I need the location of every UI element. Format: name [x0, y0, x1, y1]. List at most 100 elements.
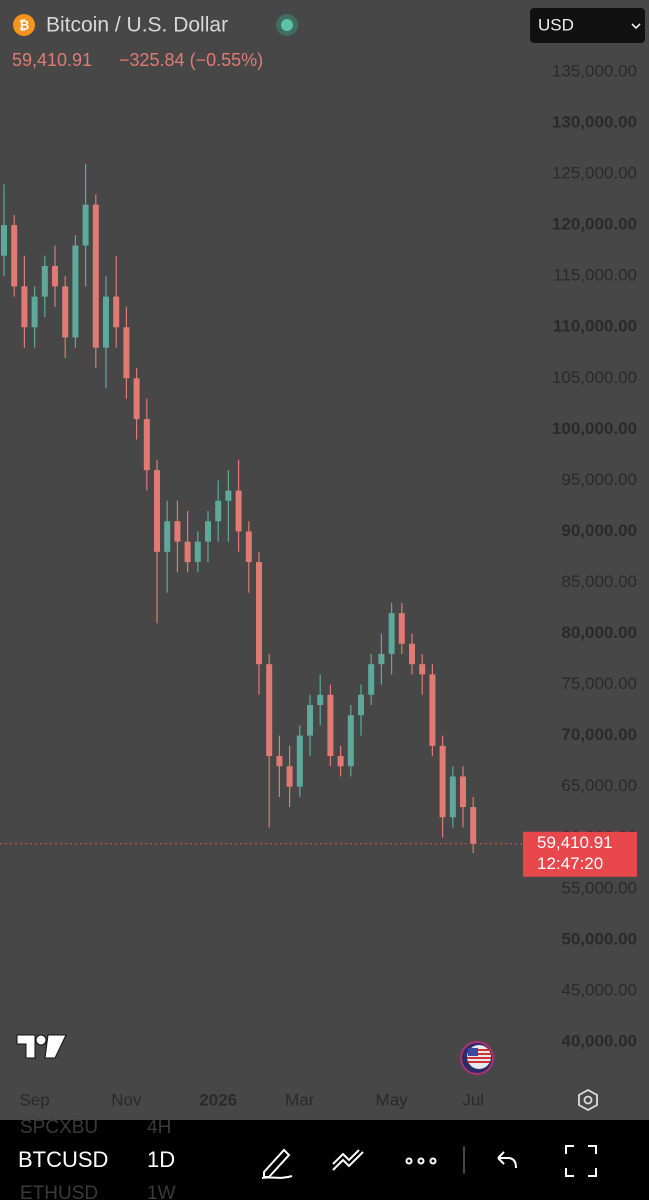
y-tick-label: 85,000.00 — [561, 572, 637, 591]
flag-icon[interactable] — [460, 1041, 494, 1075]
candle-body — [52, 265, 58, 287]
y-tick-label: 45,000.00 — [561, 980, 637, 999]
y-tick-label: 70,000.00 — [561, 725, 637, 744]
y-tick-label: 40,000.00 — [561, 1031, 637, 1050]
price-change: −325.84 (−0.55%) — [119, 50, 263, 70]
fullscreen-icon[interactable] — [565, 1145, 597, 1177]
settings-icon[interactable] — [578, 1088, 598, 1112]
candle-body — [215, 500, 222, 522]
candle-body — [296, 735, 303, 787]
candle-body — [92, 204, 99, 348]
candle-body — [256, 562, 262, 665]
y-tick-label: 110,000.00 — [553, 317, 637, 336]
y-tick-label: 65,000.00 — [561, 776, 637, 795]
symbol-title: Bitcoin / U.S. Dollar — [46, 14, 228, 37]
symbol-button[interactable]: BTCUSD — [18, 1147, 108, 1172]
candle-body — [225, 490, 232, 501]
y-tick-label: 100,000.00 — [552, 419, 637, 438]
candle-body — [419, 664, 426, 675]
y-tick-label: 105,000.00 — [552, 368, 637, 387]
y-tick-label: 130,000.00 — [552, 113, 637, 132]
tv-logo — [16, 1034, 67, 1059]
candle-body — [460, 776, 466, 808]
candle-body — [358, 694, 364, 716]
y-tick-label: 90,000.00 — [561, 521, 637, 540]
candle-body — [21, 286, 28, 328]
candle-body — [184, 541, 191, 563]
candle-body — [123, 327, 130, 379]
y-tick-label: 120,000.00 — [552, 215, 637, 234]
candle-body — [41, 265, 48, 297]
y-tick-label: 75,000.00 — [561, 674, 637, 693]
btc-icon-glyph: ₿ — [19, 17, 30, 32]
x-tick-label: Nov — [111, 1090, 142, 1109]
candle-body — [143, 419, 150, 471]
last-price: 59,410.91 — [12, 50, 92, 70]
candle-body — [62, 286, 69, 338]
currency-label: USD — [538, 15, 574, 34]
candle-body — [378, 653, 385, 665]
candle-body — [429, 674, 436, 746]
candle-body — [276, 756, 283, 767]
indicators-icon[interactable] — [332, 1149, 364, 1171]
candle-body — [398, 613, 405, 644]
candle-body — [82, 204, 89, 246]
candle-body — [368, 664, 375, 695]
y-tick-label: 95,000.00 — [561, 470, 637, 489]
toolbar — [0, 1120, 649, 1200]
y-tick-label: 55,000.00 — [561, 878, 637, 897]
candle-body — [327, 694, 334, 757]
x-tick-label: Mar — [285, 1090, 315, 1109]
candle-body — [409, 643, 415, 665]
price-tag-label: 59,410.91 — [537, 833, 613, 852]
time-axis-bg — [0, 1085, 649, 1120]
more-icon[interactable] — [417, 1157, 425, 1165]
candle-body — [439, 745, 446, 818]
candle-body — [388, 613, 395, 654]
candle-body — [103, 296, 109, 348]
candle-body — [235, 490, 242, 532]
x-tick-label: Sep — [19, 1090, 49, 1109]
dropdown-arrow — [631, 23, 641, 30]
candle-body — [154, 470, 160, 552]
candle-body — [347, 715, 354, 767]
draw-icon[interactable] — [261, 1148, 293, 1179]
candle-body — [72, 245, 79, 338]
candle-body — [307, 704, 313, 736]
undo-icon[interactable] — [497, 1151, 517, 1169]
y-tick-label: 135,000.00 — [552, 61, 637, 80]
currency-select[interactable] — [530, 8, 645, 43]
status-dot — [281, 19, 293, 31]
x-tick-label: May — [376, 1090, 409, 1109]
behind-symbol: ETHUSD — [20, 1183, 98, 1200]
candle-body — [113, 296, 120, 328]
interval-button[interactable]: 1D — [147, 1147, 175, 1172]
toolbar-icons — [261, 1145, 597, 1179]
candle-body — [449, 776, 456, 818]
candle-body — [205, 521, 211, 542]
candle-body — [1, 225, 7, 256]
price-tag — [523, 831, 637, 877]
candle-body — [133, 378, 140, 420]
candle-body — [174, 521, 181, 542]
x-tick-label: Jul — [462, 1090, 484, 1109]
candle-body — [11, 225, 18, 287]
behind-interval: 1W — [147, 1183, 176, 1200]
candle-body — [164, 521, 171, 552]
more-icon[interactable] — [429, 1157, 437, 1165]
y-tick-label: 80,000.00 — [561, 623, 637, 642]
behind-interval: 4H — [147, 1117, 171, 1138]
behind-symbol: SPCXBU — [20, 1117, 98, 1138]
candle-body — [194, 541, 201, 563]
more-icon[interactable] — [405, 1157, 413, 1165]
y-tick-label: 125,000.00 — [552, 164, 637, 183]
btc-icon — [13, 14, 35, 36]
candle-body — [286, 766, 293, 787]
candle-body — [245, 531, 252, 563]
candle-body — [31, 296, 38, 328]
y-tick-label: 50,000.00 — [561, 929, 637, 948]
candle-body — [337, 756, 344, 767]
candle-body — [470, 807, 477, 844]
